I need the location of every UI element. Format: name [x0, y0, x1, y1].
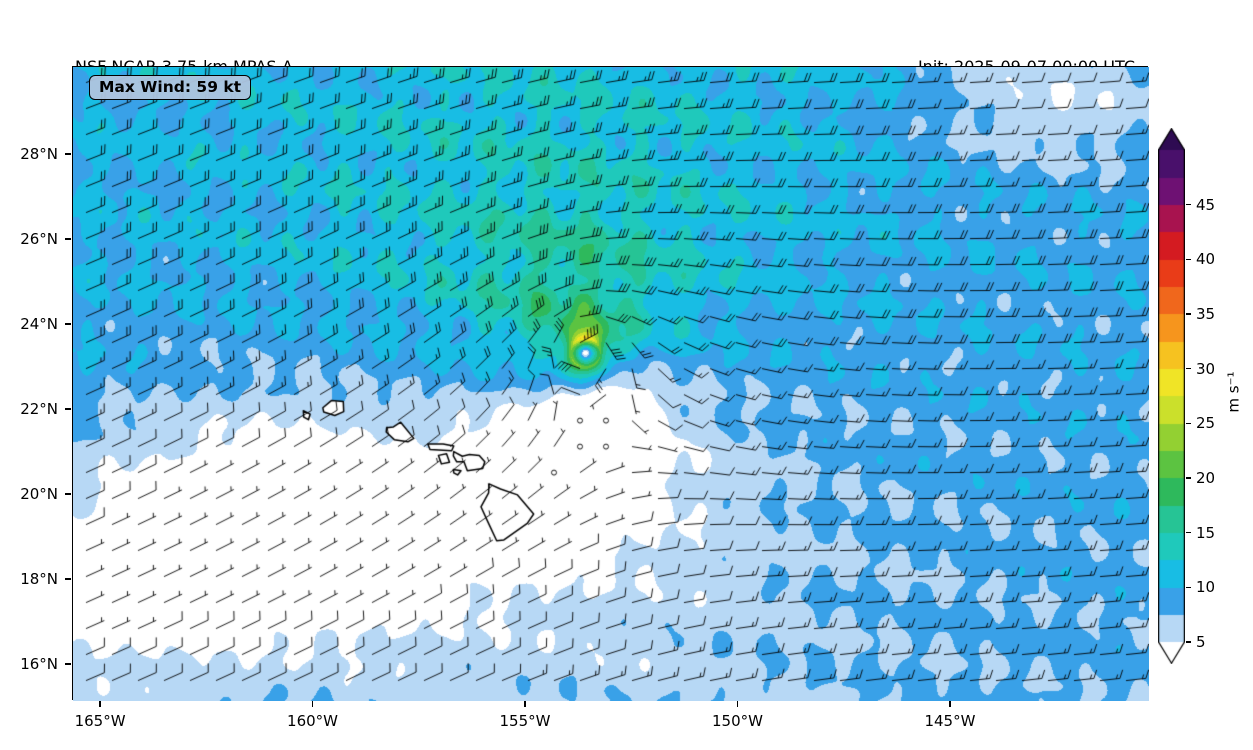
x-tick-label: 150°W	[712, 712, 763, 730]
x-tick-label: 160°W	[287, 712, 338, 730]
colorbar-tickmark	[1186, 368, 1191, 370]
y-tick-label: 20°N	[20, 484, 58, 503]
x-tickmark	[949, 701, 951, 707]
y-tickmark	[65, 493, 71, 495]
y-tick-label: 16°N	[20, 654, 58, 673]
x-tick-label: 155°W	[499, 712, 551, 730]
y-tick-label: 22°N	[20, 399, 58, 418]
colorbar: 45 40 35 30 25 20 15 10 5	[1158, 128, 1253, 664]
colorbar-tick-label: 10	[1196, 578, 1216, 597]
y-tick-label: 26°N	[20, 229, 58, 248]
colorbar-tickmark	[1186, 204, 1191, 206]
y-tick-label: 28°N	[20, 144, 58, 163]
map-axes: Max Wind: 59 kt	[72, 66, 1149, 701]
wind-map-canvas	[73, 67, 1149, 701]
x-tickmark	[99, 701, 101, 707]
y-tick-label: 24°N	[20, 314, 58, 333]
colorbar-tickmark	[1186, 641, 1191, 643]
y-tickmark	[65, 238, 71, 240]
y-tickmark	[65, 153, 71, 155]
x-tick-label: 145°W	[924, 712, 976, 730]
y-tickmark	[65, 408, 71, 410]
colorbar-tick-label: 35	[1196, 305, 1216, 323]
x-tickmark	[736, 701, 739, 707]
colorbar-tickmark	[1186, 258, 1191, 261]
colorbar-tick-label: 5	[1196, 633, 1206, 651]
colorbar-canvas	[1158, 128, 1185, 664]
colorbar-tick-label: 15	[1196, 523, 1216, 542]
colorbar-tickmark	[1186, 586, 1191, 589]
y-tickmark	[65, 578, 71, 580]
y-tickmark	[65, 323, 71, 325]
colorbar-tick-label: 40	[1196, 250, 1216, 269]
colorbar-tick-label: 30	[1196, 359, 1216, 378]
colorbar-tickmark	[1186, 313, 1191, 315]
x-tickmark	[524, 701, 526, 707]
colorbar-unit-label: m s⁻¹	[1224, 371, 1243, 413]
colorbar-tickmark	[1186, 422, 1191, 425]
colorbar-tick-label: 45	[1196, 195, 1216, 214]
max-wind-badge: Max Wind: 59 kt	[89, 75, 252, 100]
colorbar-tick-label: 20	[1196, 469, 1216, 487]
x-tickmark	[311, 701, 314, 707]
colorbar-tickmark	[1186, 532, 1191, 534]
colorbar-tickmark	[1186, 477, 1191, 479]
x-tick-label: 165°W	[74, 712, 126, 730]
y-tick-label: 18°N	[20, 569, 58, 588]
y-tickmark	[65, 663, 71, 665]
colorbar-tick-label: 25	[1196, 414, 1216, 433]
